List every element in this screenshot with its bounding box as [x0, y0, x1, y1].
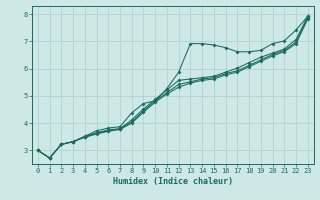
X-axis label: Humidex (Indice chaleur): Humidex (Indice chaleur) — [113, 177, 233, 186]
